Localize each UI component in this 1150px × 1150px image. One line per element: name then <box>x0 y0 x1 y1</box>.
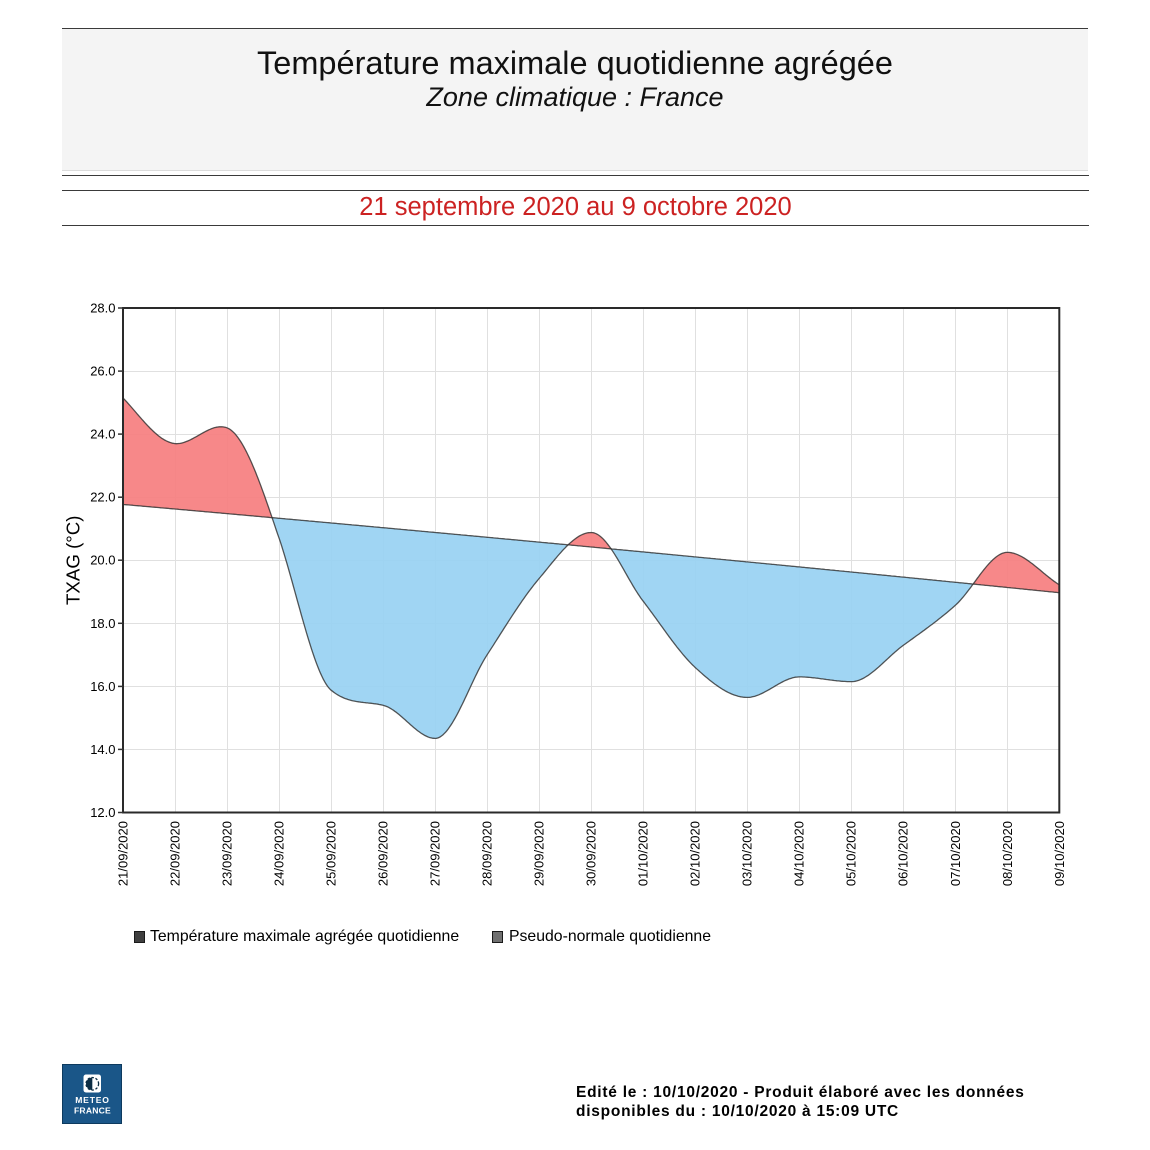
svg-text:METEO: METEO <box>75 1095 110 1105</box>
svg-text:18.0: 18.0 <box>90 616 115 631</box>
svg-text:03/10/2020: 03/10/2020 <box>740 821 755 886</box>
svg-text:30/09/2020: 30/09/2020 <box>584 821 599 886</box>
svg-text:14.0: 14.0 <box>90 742 115 757</box>
svg-text:05/10/2020: 05/10/2020 <box>844 821 859 886</box>
svg-text:20.0: 20.0 <box>90 553 115 568</box>
svg-text:27/09/2020: 27/09/2020 <box>428 821 443 886</box>
svg-text:25/09/2020: 25/09/2020 <box>324 821 339 886</box>
svg-text:24.0: 24.0 <box>90 427 115 442</box>
svg-text:24/09/2020: 24/09/2020 <box>272 821 287 886</box>
svg-text:01/10/2020: 01/10/2020 <box>636 821 651 886</box>
svg-text:TXAG (°C): TXAG (°C) <box>63 516 84 606</box>
svg-text:29/09/2020: 29/09/2020 <box>532 821 547 886</box>
svg-text:08/10/2020: 08/10/2020 <box>1000 821 1015 886</box>
svg-text:22.0: 22.0 <box>90 490 115 505</box>
svg-text:26/09/2020: 26/09/2020 <box>376 821 391 886</box>
svg-text:FRANCE: FRANCE <box>74 1106 111 1116</box>
svg-text:02/10/2020: 02/10/2020 <box>688 821 703 886</box>
svg-text:26.0: 26.0 <box>90 364 115 379</box>
svg-text:09/10/2020: 09/10/2020 <box>1052 821 1067 886</box>
svg-text:22/09/2020: 22/09/2020 <box>168 821 183 886</box>
svg-text:07/10/2020: 07/10/2020 <box>948 821 963 886</box>
svg-text:12.0: 12.0 <box>90 805 115 820</box>
svg-text:28.0: 28.0 <box>90 301 115 316</box>
svg-text:28/09/2020: 28/09/2020 <box>480 821 495 886</box>
svg-text:21/09/2020: 21/09/2020 <box>116 821 131 886</box>
svg-text:16.0: 16.0 <box>90 679 115 694</box>
svg-text:06/10/2020: 06/10/2020 <box>896 821 911 886</box>
svg-text:04/10/2020: 04/10/2020 <box>792 821 807 886</box>
svg-text:23/09/2020: 23/09/2020 <box>220 821 235 886</box>
